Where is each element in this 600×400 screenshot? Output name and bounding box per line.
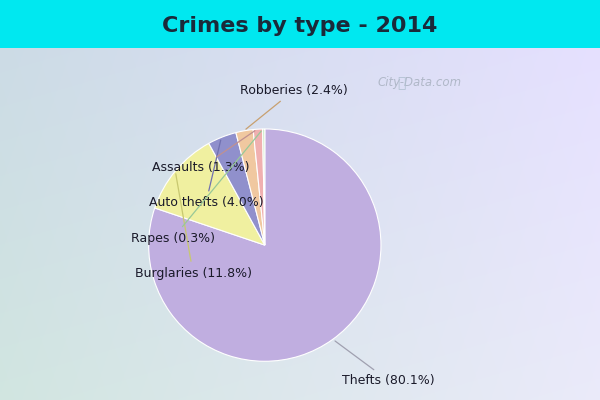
Text: Auto thefts (4.0%): Auto thefts (4.0%) xyxy=(149,140,263,209)
Wedge shape xyxy=(263,129,265,245)
Wedge shape xyxy=(155,143,265,245)
Text: ⦿: ⦿ xyxy=(397,76,405,90)
Text: Assaults (1.3%): Assaults (1.3%) xyxy=(152,131,255,174)
Wedge shape xyxy=(253,129,265,245)
Text: Rapes (0.3%): Rapes (0.3%) xyxy=(131,131,261,244)
Wedge shape xyxy=(149,129,381,361)
Text: Crimes by type - 2014: Crimes by type - 2014 xyxy=(163,16,437,36)
Text: Burglaries (11.8%): Burglaries (11.8%) xyxy=(134,174,251,280)
Text: Thefts (80.1%): Thefts (80.1%) xyxy=(335,341,435,387)
Text: Robberies (2.4%): Robberies (2.4%) xyxy=(240,84,348,129)
Text: City-Data.com: City-Data.com xyxy=(378,76,462,89)
Wedge shape xyxy=(209,133,265,245)
Wedge shape xyxy=(236,130,265,245)
